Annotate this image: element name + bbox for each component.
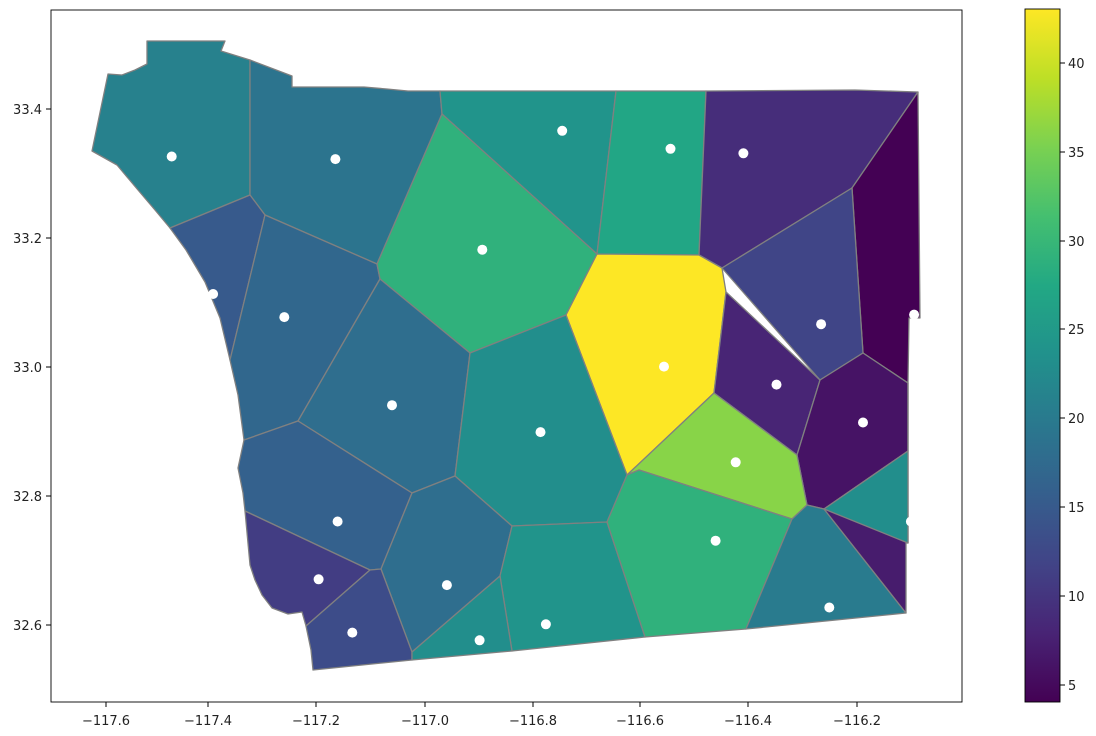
colorbar-tick-label: 30 xyxy=(1068,235,1085,250)
y-tick-label: 33.0 xyxy=(13,361,42,376)
point-marker-9 xyxy=(909,309,920,320)
x-tick-7: −116.2 xyxy=(833,702,881,729)
x-tick-label: −116.2 xyxy=(833,714,881,729)
point-marker-15 xyxy=(730,457,741,468)
colorbar-tick-label: 5 xyxy=(1068,679,1076,694)
point-marker-24 xyxy=(824,602,835,613)
y-tick-label: 32.6 xyxy=(13,619,42,634)
region-r01 xyxy=(91,40,251,229)
colorbar-tick-label: 10 xyxy=(1068,590,1085,605)
point-marker-0 xyxy=(166,151,177,162)
point-marker-17 xyxy=(905,516,916,527)
colorbar-tick-7: 40 xyxy=(1060,57,1085,72)
point-marker-5 xyxy=(477,244,488,255)
point-marker-19 xyxy=(313,574,324,585)
point-marker-21 xyxy=(347,627,358,638)
colorbar-tick-5: 30 xyxy=(1060,235,1085,250)
point-marker-16 xyxy=(332,516,343,527)
colorbar-tick-label: 25 xyxy=(1068,323,1085,338)
x-tick-label: −116.8 xyxy=(509,714,557,729)
x-tick-0: −117.6 xyxy=(82,702,130,729)
colorbar-tick-2: 15 xyxy=(1060,501,1085,516)
colorbar-tick-3: 20 xyxy=(1060,412,1085,427)
colorbar-tick-0: 5 xyxy=(1060,679,1076,694)
point-marker-13 xyxy=(858,417,868,428)
y-tick-4: 33.4 xyxy=(13,103,51,118)
region-r25 xyxy=(411,575,513,661)
point-marker-23 xyxy=(540,619,551,630)
x-tick-label: −117.0 xyxy=(401,714,449,729)
map-regions xyxy=(91,40,921,671)
region-r04 xyxy=(596,90,707,256)
x-tick-label: −117.6 xyxy=(82,714,130,729)
y-axis: 32.6 32.8 33.0 33.2 33.4 xyxy=(13,103,51,634)
region-r19 xyxy=(499,521,646,652)
point-marker-3 xyxy=(665,143,676,154)
x-tick-3: −117.0 xyxy=(401,702,449,729)
y-tick-label: 33.2 xyxy=(13,232,42,247)
point-marker-10 xyxy=(659,361,669,372)
y-tick-1: 32.8 xyxy=(13,490,51,505)
colorbar-tick-4: 25 xyxy=(1060,323,1085,338)
y-tick-0: 32.6 xyxy=(13,619,51,634)
y-tick-2: 33.0 xyxy=(13,361,51,376)
x-tick-4: −116.8 xyxy=(509,702,557,729)
colorbar-tick-6: 35 xyxy=(1060,146,1085,161)
colorbar-tick-label: 20 xyxy=(1068,412,1085,427)
colorbar: 5 10 15 20 25 30 35 40 xyxy=(1024,8,1085,703)
region-r26 xyxy=(823,382,909,544)
point-marker-1 xyxy=(330,154,341,165)
point-marker-12 xyxy=(771,379,782,390)
point-marker-6 xyxy=(208,289,219,299)
x-tick-6: −116.4 xyxy=(724,702,772,729)
x-tick-2: −117.2 xyxy=(292,702,340,729)
x-tick-5: −116.6 xyxy=(616,702,664,729)
colorbar-tick-label: 40 xyxy=(1068,57,1085,72)
point-markers xyxy=(166,125,920,646)
point-marker-7 xyxy=(279,312,290,323)
point-marker-20 xyxy=(441,580,452,591)
y-tick-3: 33.2 xyxy=(13,232,51,247)
point-marker-4 xyxy=(738,148,749,159)
x-tick-label: −117.4 xyxy=(184,714,232,729)
colorbar-tick-label: 35 xyxy=(1068,146,1085,161)
colorbar-tick-1: 10 xyxy=(1060,590,1085,605)
colorbar-tick-label: 15 xyxy=(1068,501,1085,516)
x-tick-label: −116.4 xyxy=(724,714,772,729)
point-marker-22 xyxy=(474,635,485,646)
point-marker-11 xyxy=(387,400,397,411)
region-r07 xyxy=(169,194,266,361)
y-tick-label: 33.4 xyxy=(13,103,42,118)
point-marker-14 xyxy=(535,427,546,438)
map-axes-frame xyxy=(50,9,963,703)
region-r21 xyxy=(745,504,907,630)
x-tick-label: −116.6 xyxy=(616,714,664,729)
y-tick-label: 32.8 xyxy=(13,490,42,505)
point-marker-18 xyxy=(710,535,721,546)
x-axis: −117.6 −117.4 −117.2 −117.0 −116.8 −116.… xyxy=(82,702,881,729)
colorbar-gradient xyxy=(1024,8,1061,703)
x-tick-label: −117.2 xyxy=(292,714,340,729)
point-marker-8 xyxy=(816,319,827,330)
x-tick-1: −117.4 xyxy=(184,702,232,729)
point-marker-2 xyxy=(557,125,568,136)
